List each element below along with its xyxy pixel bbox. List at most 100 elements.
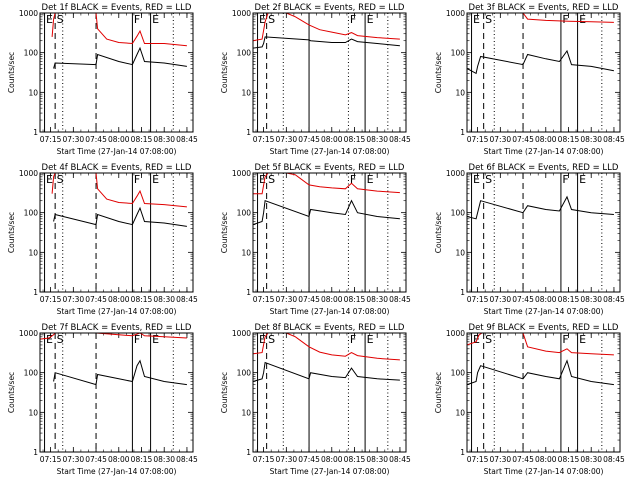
y-tick-label: 1 <box>246 448 251 457</box>
plot-frame <box>466 172 621 293</box>
x-tick-label: 08:30 <box>580 455 602 464</box>
detector-panel: Det 5f BLACK = Events, RED = LLD Counts/s… <box>220 163 411 316</box>
event-marker-label: E <box>46 333 53 346</box>
x-tick-label: 08:45 <box>176 455 198 464</box>
y-tick-label: 1 <box>460 288 465 297</box>
x-tick-label: 07:30 <box>63 455 85 464</box>
events-series-line <box>253 199 400 226</box>
panel-title: Det 5f BLACK = Events, RED = LLD <box>255 163 405 173</box>
x-axis-label: Start Time (27-Jan-14 07:08:00) <box>270 467 390 476</box>
event-marker-label: S <box>485 13 492 26</box>
y-tick-label: 1 <box>460 448 465 457</box>
x-axis-label: Start Time (27-Jan-14 07:08:00) <box>57 467 177 476</box>
event-marker-label: E <box>259 13 266 26</box>
x-tick-label: 08:00 <box>108 295 130 304</box>
events-series-line <box>467 49 614 75</box>
event-marker-label: S <box>57 13 64 26</box>
event-marker-label: E <box>367 13 374 26</box>
y-tick-label: 100 <box>451 369 466 378</box>
y-tick-label: 1000 <box>446 329 465 338</box>
x-axis-label: Start Time (27-Jan-14 07:08:00) <box>484 307 604 316</box>
x-tick-label: 07:15 <box>467 295 489 304</box>
x-tick-label: 08:00 <box>535 295 557 304</box>
event-marker-label: E <box>579 13 586 26</box>
y-tick-label: 10 <box>28 408 38 417</box>
event-marker-label: F <box>350 13 356 26</box>
x-tick-label: 07:30 <box>63 295 85 304</box>
detector-panel: Det 6f BLACK = Events, RED = LLD Counts/s… <box>434 163 625 316</box>
y-axis-label: Counts/sec <box>220 212 229 253</box>
x-tick-label: 08:45 <box>176 295 198 304</box>
event-marker-label: F <box>350 173 356 186</box>
y-axis-label: Counts/sec <box>220 372 229 413</box>
y-tick-label: 10 <box>241 88 251 97</box>
events-series-line <box>253 361 400 382</box>
x-axis-label: Start Time (27-Jan-14 07:08:00) <box>57 147 177 156</box>
event-marker-label: F <box>350 333 356 346</box>
event-marker-label: S <box>268 173 275 186</box>
x-tick-label: 08:15 <box>131 135 153 144</box>
x-tick-label: 07:45 <box>512 455 534 464</box>
events-series-line <box>53 359 187 386</box>
y-tick-label: 1 <box>33 128 38 137</box>
x-tick-label: 08:30 <box>366 135 388 144</box>
event-marker-label: E <box>473 13 480 26</box>
x-tick-label: 08:00 <box>108 455 130 464</box>
series-group <box>253 333 400 382</box>
event-marker-label: F <box>134 13 140 26</box>
x-tick-label: 08:45 <box>176 135 198 144</box>
series-group <box>467 173 614 220</box>
panel-title: Det 8f BLACK = Events, RED = LLD <box>255 323 405 333</box>
y-tick-label: 10 <box>28 88 38 97</box>
series-group <box>51 13 187 69</box>
y-tick-label: 100 <box>451 49 466 58</box>
lld-series-line <box>51 13 187 47</box>
panel-title: Det 3f BLACK = Events, RED = LLD <box>469 3 619 13</box>
detector-panel: Det 9f BLACK = Events, RED = LLD Counts/s… <box>434 323 625 476</box>
y-tick-label: 1 <box>33 288 38 297</box>
y-tick-label: 10 <box>455 408 465 417</box>
lld-series-line <box>51 173 187 208</box>
x-tick-label: 08:30 <box>580 295 602 304</box>
x-tick-label: 08:15 <box>558 455 580 464</box>
lld-series-line <box>253 333 400 361</box>
event-marker-label: S <box>485 173 492 186</box>
event-marker-label: E <box>152 173 159 186</box>
x-tick-label: 07:15 <box>467 135 489 144</box>
x-tick-label: 07:15 <box>40 135 62 144</box>
y-tick-label: 10 <box>28 248 38 257</box>
y-tick-label: 1000 <box>19 9 38 18</box>
x-tick-label: 08:30 <box>153 295 175 304</box>
event-marker-label: E <box>473 173 480 186</box>
plot-frame <box>252 332 407 453</box>
x-tick-label: 07:45 <box>512 135 534 144</box>
x-tick-label: 07:15 <box>40 455 62 464</box>
events-series-line <box>53 206 187 227</box>
x-axis-label: Start Time (27-Jan-14 07:08:00) <box>484 147 604 156</box>
event-marker-label: E <box>259 333 266 346</box>
x-axis-label: Start Time (27-Jan-14 07:08:00) <box>270 307 390 316</box>
x-tick-label: 07:45 <box>298 295 320 304</box>
y-tick-label: 10 <box>241 408 251 417</box>
x-tick-label: 08:15 <box>344 455 366 464</box>
y-tick-label: 1000 <box>446 169 465 178</box>
plot-frame <box>466 332 621 453</box>
event-marker-label: E <box>152 333 159 346</box>
x-axis-label: Start Time (27-Jan-14 07:08:00) <box>57 307 177 316</box>
x-tick-label: 07:30 <box>63 135 85 144</box>
x-tick-label: 08:30 <box>366 455 388 464</box>
x-tick-label: 08:00 <box>535 135 557 144</box>
y-axis-label: Counts/sec <box>7 52 16 93</box>
y-axis-label: Counts/sec <box>434 52 443 93</box>
y-tick-label: 1 <box>33 448 38 457</box>
series-group <box>253 173 400 226</box>
y-tick-label: 100 <box>451 209 466 218</box>
series-group <box>467 13 614 75</box>
events-series-line <box>467 359 614 386</box>
x-tick-label: 08:00 <box>321 135 343 144</box>
x-tick-label: 07:30 <box>490 455 512 464</box>
x-tick-label: 07:45 <box>512 295 534 304</box>
y-axis-label: Counts/sec <box>7 212 16 253</box>
x-tick-label: 08:30 <box>153 455 175 464</box>
